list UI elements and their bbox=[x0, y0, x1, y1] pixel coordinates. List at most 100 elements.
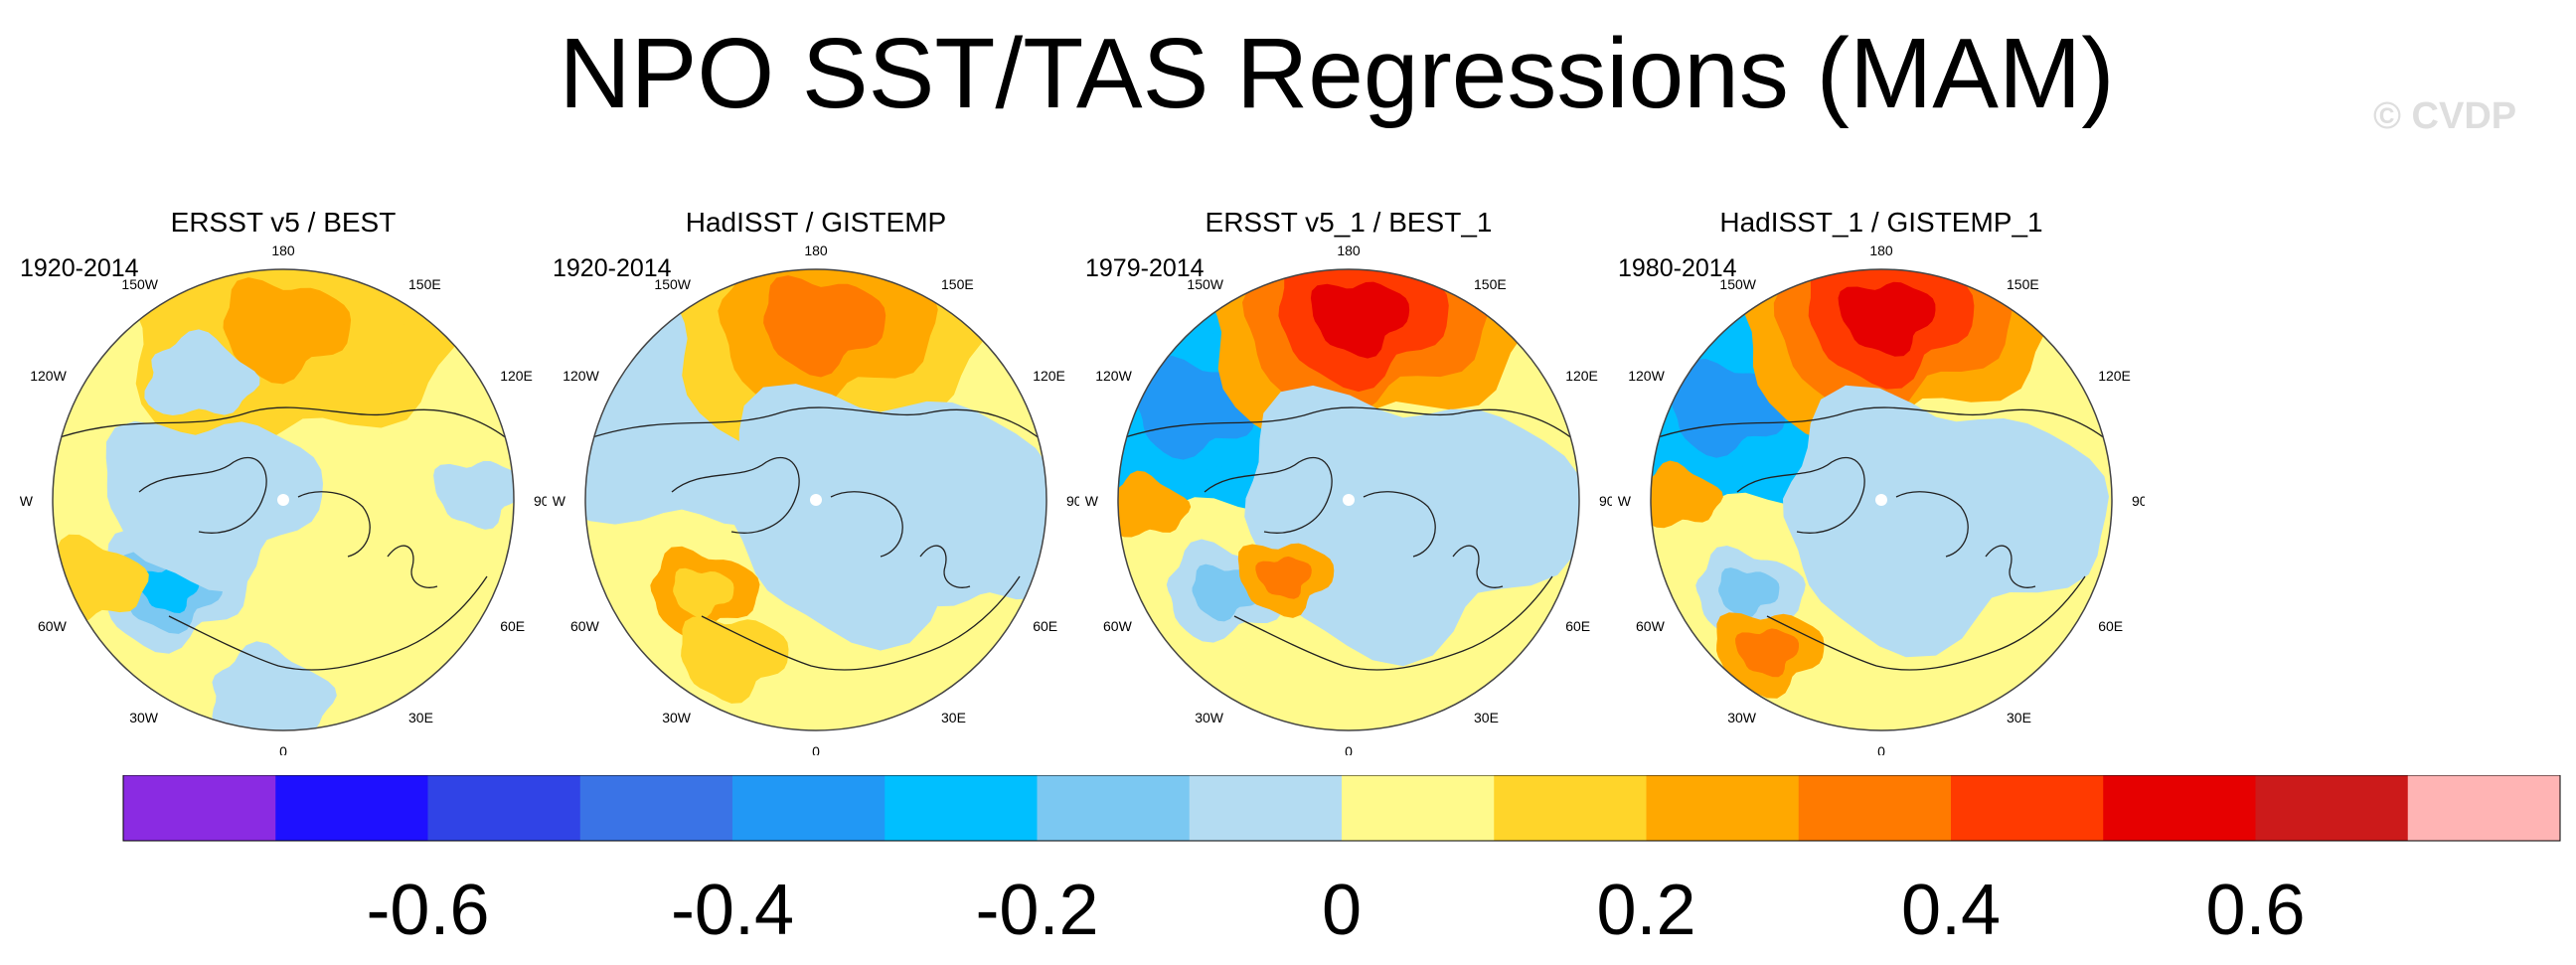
colorbar-tick-label: 0.4 bbox=[1901, 871, 2001, 950]
longitude-label: 150W bbox=[121, 276, 158, 292]
coast-greenland bbox=[1363, 491, 1436, 558]
anomaly-north-atlantic-level-2 bbox=[138, 566, 200, 613]
panel-period: 1920-2014 bbox=[20, 254, 139, 282]
longitude-label: 90W bbox=[1618, 493, 1632, 509]
longitude-label: 150E bbox=[941, 276, 974, 292]
anomaly-north-pacific-level-3 bbox=[1838, 281, 1936, 357]
anomaly-gulf-alaska-level-0 bbox=[144, 329, 260, 415]
coastlines bbox=[1124, 406, 1578, 671]
panel-title: HadISST_1 / GISTEMP_1 bbox=[1719, 207, 2043, 238]
longitude-label: 90W bbox=[1085, 493, 1099, 509]
colorbar-tick-label: -0.6 bbox=[366, 871, 489, 950]
longitude-label: 30E bbox=[408, 710, 433, 725]
anomaly-north-pacific-level-2 bbox=[763, 275, 886, 378]
coast-atlantic bbox=[168, 575, 488, 671]
longitude-label: 180 bbox=[1337, 242, 1361, 258]
longitude-label: 30W bbox=[129, 710, 159, 725]
coast-pacific-rim bbox=[591, 406, 1046, 443]
longitude-label: 180 bbox=[804, 242, 828, 258]
coast-atlantic bbox=[1766, 575, 2086, 671]
anomaly-north-atlantic-level-1 bbox=[1718, 567, 1780, 619]
longitude-label: 60W bbox=[38, 618, 68, 634]
longitude-label: 60W bbox=[1103, 618, 1133, 634]
map-border bbox=[584, 268, 1047, 731]
longitude-label: 120W bbox=[30, 368, 67, 384]
coast-canada bbox=[1204, 456, 1333, 534]
longitude-label: 30W bbox=[1195, 710, 1224, 725]
anomaly-gulf-mexico-level-0 bbox=[1651, 460, 1723, 529]
colorbar-box-8 bbox=[1342, 775, 1495, 841]
colorbar-frame bbox=[122, 775, 2561, 842]
coastlines bbox=[59, 406, 513, 671]
longitude-label: 30W bbox=[662, 710, 692, 725]
colorbar-box-0 bbox=[123, 775, 276, 841]
map-border bbox=[1650, 268, 2113, 731]
colorbar: -0.6 -0.4 -0.2 0 0.2 0.4 0.6 bbox=[122, 775, 2561, 950]
longitude-label: 30E bbox=[941, 710, 966, 725]
coast-pacific-rim bbox=[1124, 406, 1578, 443]
anomaly-subtropical-atlantic-level-1 bbox=[1735, 628, 1799, 678]
coast-canada bbox=[1736, 456, 1865, 534]
panel-period: 1920-2014 bbox=[553, 254, 672, 282]
longitude-label: 60E bbox=[1565, 618, 1590, 634]
longitude-label: 30E bbox=[2007, 710, 2031, 725]
polar-map-2: 180 150E 120E 90E 60E 30E 0 30W 60W 90W 120W 150W bbox=[553, 242, 1079, 755]
colorbar-box-7 bbox=[1189, 775, 1343, 841]
longitude-label: 120E bbox=[500, 368, 533, 384]
longitude-label: 0 bbox=[1877, 743, 1885, 755]
longitude-label: 120E bbox=[1565, 368, 1598, 384]
polar-map-3: 180 150E 120E 90E 60E 30E 0 30W 60W 90W 120W 150W bbox=[1085, 242, 1612, 755]
anomaly-pacific-northwest-level-1 bbox=[607, 355, 772, 489]
coast-pacific-rim bbox=[59, 406, 513, 443]
map-field bbox=[1118, 269, 1579, 730]
panel-title: ERSST v5_1 / BEST_1 bbox=[1205, 207, 1493, 238]
pole-missing bbox=[810, 494, 822, 506]
longitude-label: 120E bbox=[2098, 368, 2131, 384]
pole-missing bbox=[1875, 494, 1887, 506]
colorbar-box-4 bbox=[732, 775, 886, 841]
map-field bbox=[1651, 269, 2112, 730]
anomaly-arctic-level-0 bbox=[1783, 385, 2109, 658]
coast-europe bbox=[1452, 545, 1504, 588]
pole-missing bbox=[277, 494, 289, 506]
coast-greenland bbox=[1895, 491, 1969, 558]
coast-canada bbox=[671, 456, 800, 534]
anomaly-labrador-level-1 bbox=[1255, 556, 1312, 599]
longitude-label: 60E bbox=[500, 618, 525, 634]
colorbar-box-10 bbox=[1646, 775, 1800, 841]
longitude-label: 90E bbox=[1066, 493, 1079, 509]
coast-atlantic bbox=[1233, 575, 1553, 671]
longitude-label: 150W bbox=[1187, 276, 1223, 292]
longitude-label: 90W bbox=[20, 493, 34, 509]
colorbar-tick-label: 0.6 bbox=[2205, 871, 2305, 950]
colorbar-tick-label: 0.2 bbox=[1596, 871, 1695, 950]
longitude-label: 0 bbox=[1345, 743, 1353, 755]
longitude-label: 90E bbox=[2132, 493, 2145, 509]
anomaly-arctic-level-0 bbox=[1244, 385, 1579, 667]
anomaly-east-asia-level-0 bbox=[433, 460, 514, 530]
colorbar-box-13 bbox=[2103, 775, 2256, 841]
map-field bbox=[585, 269, 1046, 730]
anomaly-east-atlantic-level-0 bbox=[212, 641, 337, 730]
anomaly-north-pacific-level-2 bbox=[223, 277, 352, 385]
colorbar-tick-label: -0.4 bbox=[671, 871, 794, 950]
colorbar-box-1 bbox=[275, 775, 428, 841]
longitude-label: 120W bbox=[563, 368, 599, 384]
panel-period: 1979-2014 bbox=[1085, 254, 1205, 282]
coast-canada bbox=[138, 456, 267, 534]
anomaly-arctic-level-0 bbox=[727, 384, 1046, 651]
coastlines bbox=[591, 406, 1046, 671]
longitude-label: 120W bbox=[1095, 368, 1132, 384]
colorbar-box-14 bbox=[2255, 775, 2409, 841]
longitude-label: 60E bbox=[1033, 618, 1057, 634]
anomaly-north-atlantic-level-1 bbox=[673, 567, 734, 619]
anomaly-north-pacific-level-3 bbox=[1310, 281, 1410, 359]
longitude-label: 60W bbox=[570, 618, 600, 634]
map-panel-4: HadISST_1 / GISTEMP_1 1980-2014 180 150E 1… bbox=[1618, 199, 2145, 755]
map-panel-2: HadISST / GISTEMP 1920-2014 180 150E 120E 9… bbox=[553, 199, 1079, 755]
longitude-label: 60E bbox=[2098, 618, 2123, 634]
longitude-label: 30E bbox=[1474, 710, 1499, 725]
colorbar-box-5 bbox=[885, 775, 1038, 841]
longitude-label: 150E bbox=[1474, 276, 1507, 292]
polar-map-1: 180 150E 120E 90E 60E 30E 0 30W 60W 90W 120W 150W bbox=[20, 242, 547, 755]
